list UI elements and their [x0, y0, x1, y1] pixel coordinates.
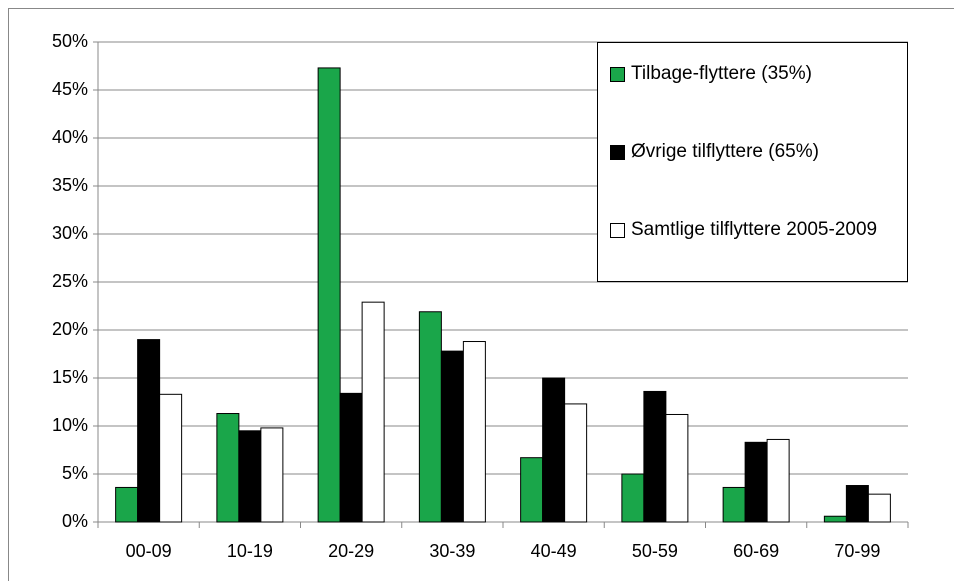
- x-tick-label: 60-69: [733, 541, 779, 561]
- y-tick-label: 5%: [62, 463, 88, 483]
- x-tick-label: 30-39: [429, 541, 475, 561]
- y-tick-label: 0%: [62, 511, 88, 531]
- y-tick-label: 15%: [52, 367, 88, 387]
- legend-label: Øvrige tilflyttere (65%): [631, 141, 819, 162]
- bar: [766, 438, 790, 523]
- bar: [238, 430, 262, 523]
- bar: [744, 441, 768, 523]
- legend-swatch: [610, 145, 625, 160]
- bar: [621, 473, 645, 523]
- bar: [520, 457, 544, 523]
- bar: [339, 392, 363, 523]
- chart-border: [8, 8, 954, 581]
- bar: [823, 515, 847, 523]
- bar: [845, 485, 869, 523]
- legend-swatch: [610, 67, 625, 82]
- bar: [418, 311, 442, 523]
- bar: [867, 493, 891, 523]
- x-tick-label: 40-49: [531, 541, 577, 561]
- legend-entry: Øvrige tilflyttere (65%): [610, 137, 899, 167]
- legend-label: Tilbage-flyttere (35%): [631, 63, 812, 84]
- x-tick-label: 00-09: [126, 541, 172, 561]
- x-tick-label: 10-19: [227, 541, 273, 561]
- bar: [542, 377, 566, 523]
- x-tick-label: 20-29: [328, 541, 374, 561]
- legend-label: Samtlige tilflyttere 2005-2009: [631, 219, 878, 240]
- y-tick-label: 40%: [52, 127, 88, 147]
- bar: [665, 413, 689, 523]
- y-tick-label: 20%: [52, 319, 88, 339]
- bar: [260, 427, 284, 523]
- legend: Tilbage-flyttere (35%) Øvrige tilflyttere…: [597, 42, 908, 282]
- y-tick-label: 30%: [52, 223, 88, 243]
- bar: [159, 393, 183, 523]
- bar: [361, 301, 385, 523]
- x-tick-label: 50-59: [632, 541, 678, 561]
- bar: [317, 67, 341, 523]
- legend-swatch: [610, 223, 625, 238]
- bar: [216, 413, 240, 523]
- bar: [440, 350, 464, 523]
- bar: [643, 390, 667, 523]
- bar: [722, 486, 746, 523]
- y-tick-label: 10%: [52, 415, 88, 435]
- y-tick-label: 45%: [52, 79, 88, 99]
- y-tick-label: 35%: [52, 175, 88, 195]
- legend-entry: Samtlige tilflyttere 2005-2009: [610, 215, 899, 245]
- bar: [564, 403, 588, 523]
- bar: [115, 486, 139, 523]
- bar: [137, 339, 161, 523]
- bar: [462, 341, 486, 523]
- legend-entry: Tilbage-flyttere (35%): [610, 59, 899, 89]
- y-tick-label: 25%: [52, 271, 88, 291]
- y-tick-label: 50%: [52, 31, 88, 51]
- x-tick-label: 70-99: [834, 541, 880, 561]
